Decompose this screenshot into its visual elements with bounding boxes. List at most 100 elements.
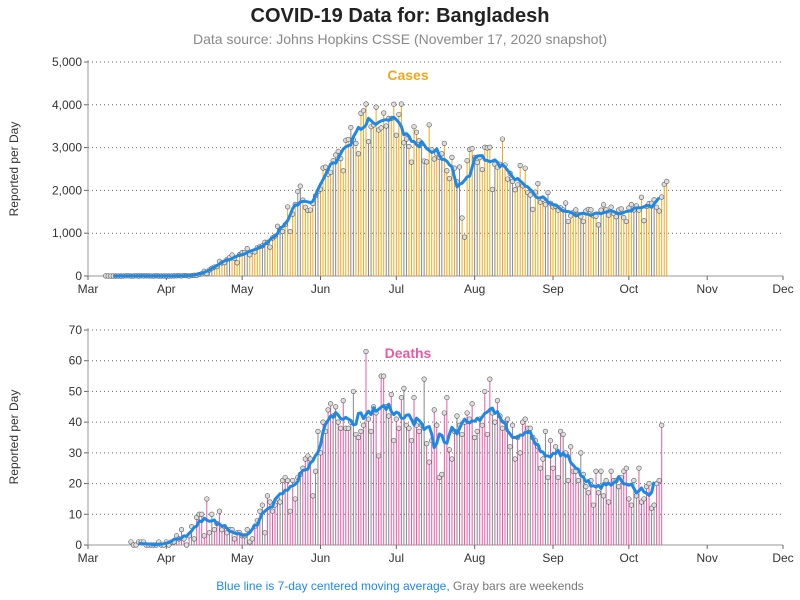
deaths-point	[441, 410, 447, 416]
cases-point	[563, 200, 569, 206]
deaths-ytick-label: 10	[69, 507, 83, 521]
cases-point	[446, 176, 453, 182]
deaths-point	[360, 422, 367, 428]
cases-point	[512, 187, 518, 193]
deaths-point	[565, 477, 571, 484]
deaths-point	[459, 431, 465, 438]
deaths-point	[623, 465, 629, 471]
deaths-point	[555, 474, 561, 481]
cases-ytick-label: 0	[75, 269, 82, 283]
deaths-xtick-label: Sep	[542, 551, 564, 565]
deaths-point	[651, 502, 657, 508]
deaths-point	[381, 373, 387, 379]
deaths-point	[626, 496, 632, 502]
cases-xtick-label: Oct	[620, 282, 639, 296]
cases-point	[659, 194, 665, 200]
cases-point	[295, 188, 301, 195]
cases-point	[378, 125, 384, 131]
cases-point	[431, 156, 437, 162]
deaths-point	[545, 474, 551, 481]
deaths-point	[292, 496, 298, 502]
deaths-point	[388, 391, 394, 398]
cases-point	[373, 104, 379, 110]
deaths-point	[290, 477, 296, 484]
deaths-panel: 0 10 20 30 40 50 60 70 Reported per Day Mar Apr May…	[7, 323, 794, 565]
deaths-point	[199, 511, 205, 517]
cases-point	[469, 145, 475, 152]
cases-point	[408, 159, 415, 165]
cases-point	[459, 215, 465, 221]
cases-point	[517, 162, 523, 169]
deaths-xtick-label: Apr	[157, 551, 176, 565]
deaths-xtick-label: Jul	[389, 551, 404, 565]
cases-xtick-label: Jun	[311, 282, 330, 296]
cases-point	[530, 206, 536, 212]
chart-footnote: Blue line is 7-day centered moving avera…	[0, 579, 800, 593]
cases-point	[444, 168, 450, 174]
cases-point	[621, 214, 627, 221]
cases-point	[285, 204, 291, 210]
cases-point	[348, 124, 354, 131]
cases-point	[613, 214, 619, 220]
cases-point	[360, 108, 367, 114]
cases-point	[391, 101, 397, 107]
cases-point	[340, 168, 346, 174]
cases-panel: 0 1,000 2,000 3,000 4,000 5,000 Reported per D…	[7, 55, 794, 296]
cases-point	[618, 206, 624, 212]
deaths-point	[244, 527, 250, 533]
deaths-point	[424, 441, 430, 447]
deaths-point	[575, 477, 581, 484]
cases-point	[638, 194, 645, 200]
deaths-point	[216, 508, 223, 514]
deaths-point	[631, 477, 637, 484]
deaths-ytick-label: 70	[69, 323, 83, 337]
cases-point	[654, 204, 660, 210]
deaths-point	[267, 499, 273, 505]
deaths-point	[628, 502, 634, 508]
deaths-point	[310, 493, 316, 499]
deaths-point	[325, 407, 331, 413]
deaths-point	[408, 437, 415, 444]
cases-point	[522, 165, 528, 171]
deaths-point	[277, 499, 283, 505]
cases-point	[504, 176, 511, 182]
deaths-point	[393, 416, 399, 422]
chart-subtitle: Data source: Johns Hopkins CSSE (Novembe…	[193, 31, 607, 47]
deaths-point	[257, 508, 263, 514]
deaths-point	[315, 428, 321, 434]
deaths-point	[560, 431, 566, 438]
deaths-point	[340, 398, 346, 404]
cases-ytick-label: 2,000	[52, 183, 82, 197]
cases-point	[456, 164, 463, 170]
cases-point	[628, 201, 634, 208]
cases-panel-label: Cases	[387, 67, 428, 83]
deaths-point	[484, 431, 490, 438]
cases-point	[381, 110, 387, 116]
cases-xtick-label: Aug	[464, 282, 485, 296]
deaths-xtick-label: Nov	[697, 551, 718, 565]
deaths-point	[285, 477, 291, 484]
cases-moving-average-line	[113, 115, 661, 278]
deaths-point	[608, 468, 614, 474]
deaths-point	[211, 527, 217, 533]
cases-point	[499, 136, 506, 142]
deaths-point	[426, 459, 432, 465]
deaths-point	[264, 493, 271, 499]
deaths-point	[593, 468, 599, 474]
deaths-point	[350, 388, 356, 395]
deaths-point	[368, 428, 374, 434]
deaths-point	[522, 416, 528, 422]
cases-point	[474, 159, 480, 166]
deaths-point	[183, 542, 190, 548]
cases-xtick-label: Dec	[772, 282, 793, 296]
deaths-point	[641, 496, 647, 502]
deaths-point	[376, 453, 382, 459]
deaths-point	[583, 484, 589, 490]
cases-point	[595, 222, 602, 228]
deaths-point	[204, 496, 210, 502]
cases-point	[600, 202, 607, 208]
cases-xtick-label: Apr	[157, 282, 176, 296]
cases-point	[441, 140, 447, 146]
deaths-point	[517, 450, 523, 456]
deaths-panel-label: Deaths	[385, 345, 432, 361]
